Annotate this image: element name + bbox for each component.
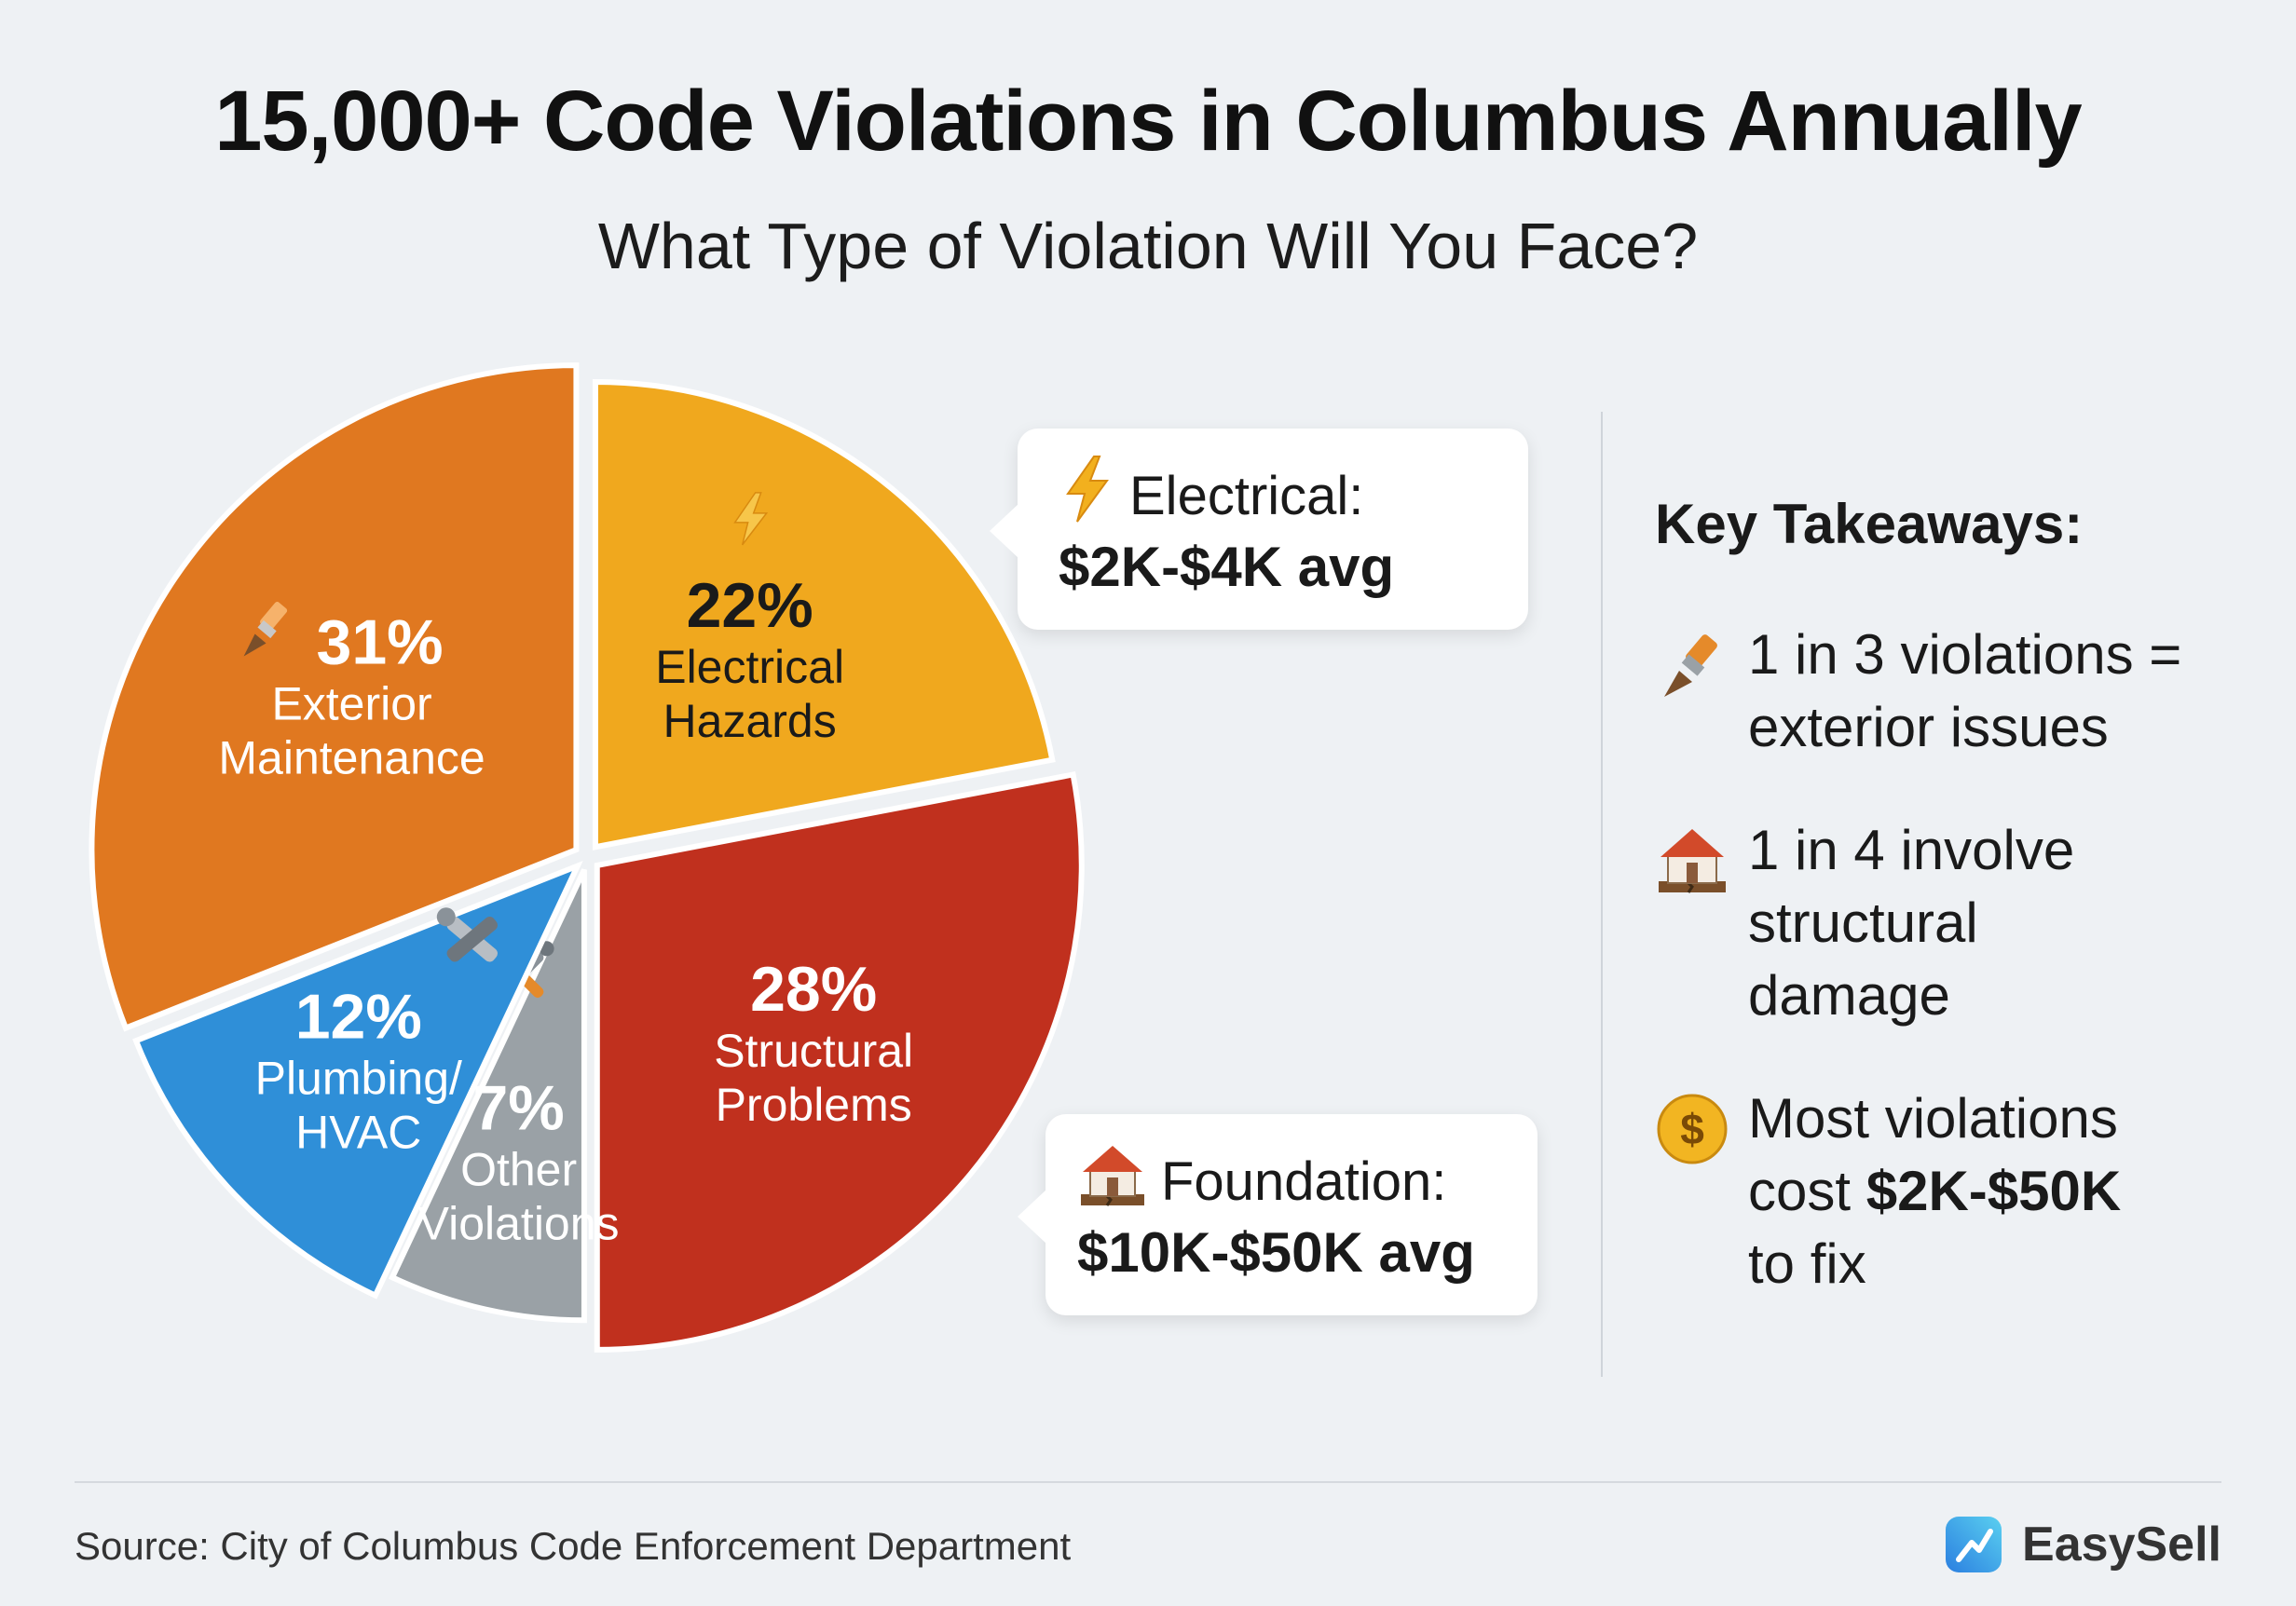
takeaway-item-exterior: 1 in 3 violations = exterior issues	[1655, 619, 2270, 764]
electrical-callout-label: Electrical:	[1129, 466, 1364, 526]
slice-category-label: Problems	[716, 1079, 912, 1131]
foundation-callout-amount: $10K-$50K avg	[1077, 1221, 1475, 1285]
slice-category-label: Electrical	[655, 641, 844, 693]
house-icon	[1659, 829, 1726, 893]
wrench-pipe-icon	[436, 907, 498, 962]
svg-text:$: $	[1680, 1105, 1704, 1153]
slice-percent-label: 31%	[317, 606, 444, 677]
brand: EasySell	[1944, 1515, 2221, 1574]
slice-category-label: Plumbing/	[255, 1052, 462, 1104]
takeaway-2-line-3: damage	[1748, 964, 1950, 1027]
electrical-callout-amount: $2K-$4K avg	[1059, 536, 1395, 599]
slice-percent-label: 7%	[472, 1072, 564, 1143]
takeaway-1-line-2: exterior issues	[1748, 696, 2109, 758]
takeaway-3-line-1: Most violations	[1748, 1087, 2118, 1150]
easysell-logo-icon	[1946, 1517, 2002, 1572]
takeaway-item-structural: 1 in 4 involve structural damage	[1655, 814, 2270, 1032]
slice-percent-label: 22%	[687, 570, 813, 641]
slice-percent-label: 12%	[295, 981, 422, 1052]
slice-category-label: HVAC	[295, 1106, 421, 1158]
slice-category-label: Maintenance	[218, 731, 485, 783]
takeaway-item-cost: $ Most violations cost $2K-$50K to fix	[1655, 1082, 2270, 1300]
lightning-icon	[1066, 456, 1109, 523]
vertical-divider	[1601, 412, 1603, 1377]
takeaway-2-line-1: 1 in 4 involve	[1748, 819, 2075, 881]
takeaway-1-line-1: 1 in 3 violations =	[1748, 623, 2182, 686]
takeaway-3-pre: cost	[1748, 1160, 1866, 1222]
brand-name: EasySell	[2022, 1518, 2221, 1572]
foundation-callout: Foundation: $10K-$50K avg	[1018, 1114, 1538, 1316]
slice-category-label: Exterior	[271, 677, 431, 729]
paintbrush-icon	[1664, 634, 1717, 697]
pie-slice	[89, 362, 580, 1032]
takeaways-heading: Key Takeaways:	[1655, 493, 2084, 555]
lightning-icon	[733, 492, 769, 546]
slice-category-label: Violations	[418, 1197, 620, 1249]
takeaway-3-amount: $2K-$50K	[1866, 1160, 2122, 1222]
pie-slice	[132, 861, 583, 1300]
page-subtitle: What Type of Violation Will You Face?	[597, 210, 1699, 282]
dollar-coin-icon: $	[1657, 1094, 1728, 1164]
page-title: 15,000+ Code Violations in Columbus Annu…	[214, 74, 2082, 169]
source-note: Source: City of Columbus Code Enforcemen…	[75, 1524, 1072, 1568]
slice-category-label: Other	[460, 1143, 577, 1195]
slice-category-label: Hazards	[663, 695, 837, 747]
pie-slice	[592, 379, 1056, 851]
slice-category-label: Structural	[714, 1025, 913, 1077]
house-icon	[1081, 1146, 1144, 1206]
takeaway-3-line-3: to fix	[1748, 1232, 1866, 1295]
pie-slice	[389, 868, 587, 1324]
takeaway-3-line-2: cost $2K-$50K	[1748, 1155, 2270, 1228]
footer-divider	[75, 1481, 2221, 1483]
electrical-callout: Electrical: $2K-$4K avg	[990, 429, 1528, 631]
slice-percent-label: 28%	[750, 954, 877, 1025]
foundation-callout-label: Foundation:	[1161, 1151, 1447, 1212]
paintbrush-icon	[243, 602, 288, 657]
takeaway-2-line-2: structural	[1748, 891, 1978, 954]
pie-slice	[594, 770, 1085, 1353]
